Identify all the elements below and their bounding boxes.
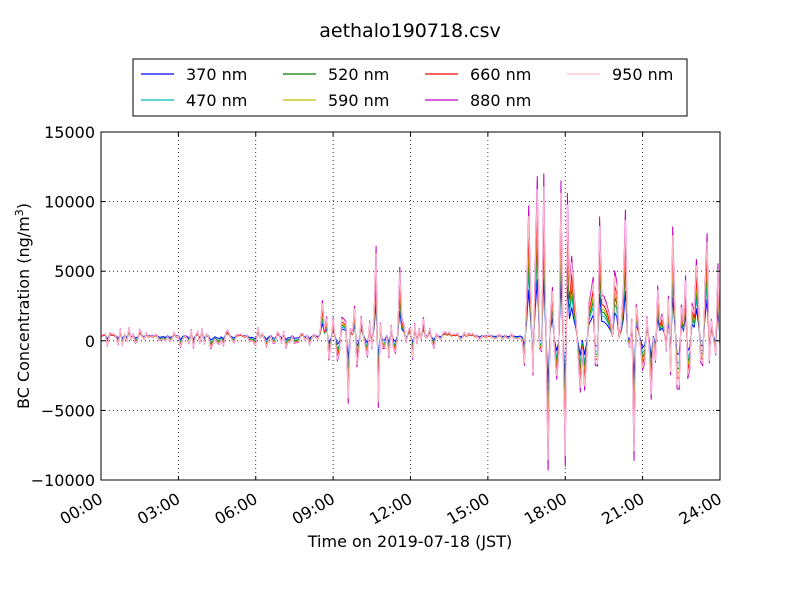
y-tick-label: 10000	[44, 193, 95, 212]
chart-title: aethalo190718.csv	[319, 20, 501, 42]
y-tick-label: −10000	[31, 471, 95, 490]
legend-label: 950 nm	[612, 65, 673, 84]
y-tick-label: 0	[85, 332, 95, 351]
data-lines	[100, 173, 721, 471]
y-axis-label-close: )	[14, 203, 33, 209]
legend-box	[132, 58, 688, 117]
legend-label: 590 nm	[328, 91, 389, 110]
legend-label: 660 nm	[470, 65, 531, 84]
y-tick-label: 15000	[44, 123, 95, 142]
series-line	[100, 186, 721, 461]
axis-ticks	[100, 131, 721, 481]
legend: 370 nm 470 nm 520 nm 590 nm 660 nm 880 nm 950 …	[132, 58, 688, 117]
legend-label: 370 nm	[186, 65, 247, 84]
legend-label: 880 nm	[470, 91, 531, 110]
legend-label: 470 nm	[186, 91, 247, 110]
y-axis-label: BC Concentration (ng/m3)	[13, 203, 34, 409]
y-tick-label: 5000	[54, 262, 95, 281]
y-axis-label-superscript: 3	[13, 209, 26, 216]
y-axis-label-text: BC Concentration (ng/m	[14, 216, 33, 409]
series-line	[100, 173, 721, 471]
y-tick-label: −5000	[41, 401, 95, 420]
y-tick-labels: −10000 −5000 0 5000 10000 15000	[31, 123, 95, 490]
legend-label: 520 nm	[328, 65, 389, 84]
x-axis-label: Time on 2019-07-18 (JST)	[307, 532, 512, 551]
